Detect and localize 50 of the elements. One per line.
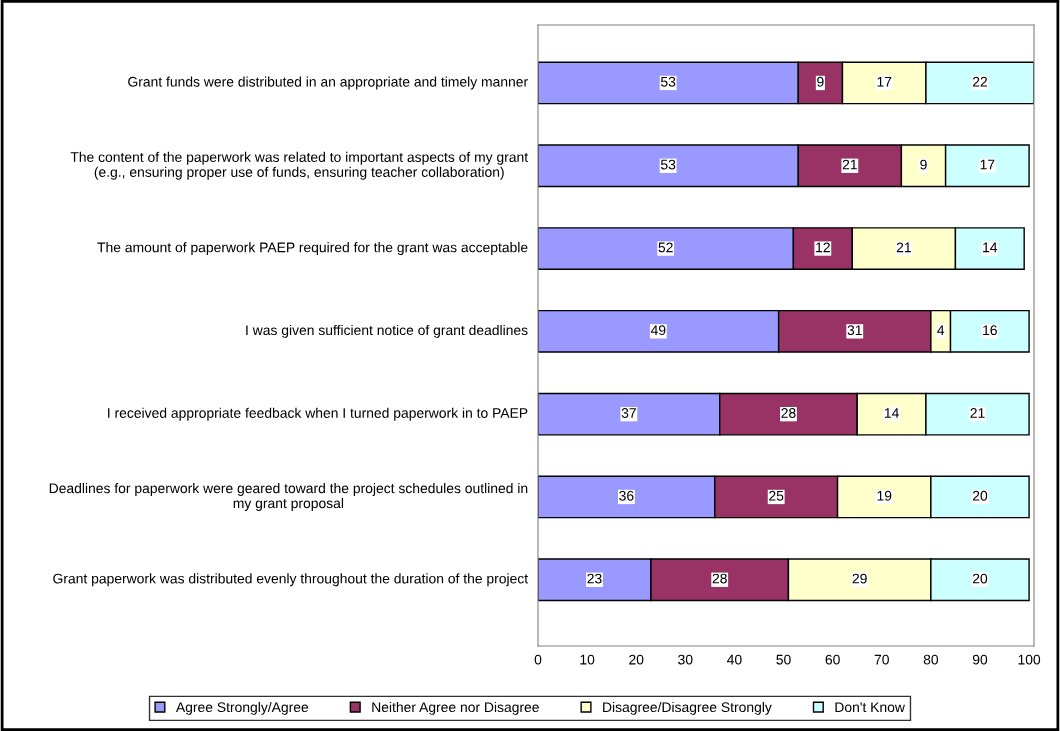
data-label: 9 [817,76,824,87]
y-tick-label: Deadlines for paperwork were geared toward the project schedules outlined in my grant proposal [49,483,528,511]
x-tick-label: 80 [923,654,939,665]
data-label: 25 [769,490,784,501]
x-tick-label: 70 [874,654,889,665]
x-tick-label: 60 [825,654,840,665]
data-label: 49 [650,325,666,336]
data-label: 53 [660,159,676,170]
legend-label: Neither Agree nor Disagree [372,701,539,715]
data-label: 14 [884,408,899,418]
data-label: 37 [621,408,636,418]
x-tick-label: 20 [629,654,644,665]
y-tick-label: I received appropriate feedback when I turned paperwork in to PAEP [108,407,528,421]
data-label: 21 [896,242,911,253]
y-tick-label: The amount of paperwork PAEP required for the grant was acceptable [97,242,528,256]
data-label: 17 [877,77,892,87]
data-label: 23 [587,573,602,584]
x-tick-label: 50 [776,654,791,665]
data-label: 17 [980,159,995,170]
data-label: 19 [877,490,892,501]
legend-label: Don't Know [835,702,905,713]
data-label: 36 [619,490,634,501]
data-label: 14 [983,242,998,253]
x-tick-label: 10 [580,654,595,665]
data-label: 29 [852,573,867,584]
data-label: 9 [920,159,927,170]
data-label: 20 [972,573,988,584]
data-label: 52 [658,242,673,253]
x-tick-label: 0 [534,654,542,665]
x-tick-label: 40 [727,654,742,665]
legend-label: Agree Strongly/Agree [175,701,309,715]
data-label: 22 [972,76,988,87]
x-tick-label: 30 [678,654,693,665]
data-label: 16 [983,325,997,336]
data-label: 21 [842,159,857,170]
y-tick-label: Grant funds were distributed in an appropriate and timely manner [128,76,528,90]
data-label: 21 [970,408,985,418]
legend-label: Disagree/Disagree Strongly [603,701,772,715]
data-label: 12 [816,242,830,253]
data-label: 31 [847,325,862,336]
y-tick-label: The content of the paperwork was related to important aspects of my grant (e.g., ensuring proper use of funds, ensuring teacher collaboration) [70,151,529,180]
data-label: 28 [781,408,796,418]
data-label: 20 [972,490,988,501]
y-tick-label: I was given sufficient notice of grant deadlines [246,324,528,338]
y-tick-label: Grant paperwork was distributed evenly throughout the duration of the project [53,573,529,587]
data-label: 4 [937,325,945,335]
data-label: 53 [660,76,676,87]
x-tick-label: 90 [972,654,988,665]
x-tick-label: 100 [1018,654,1041,665]
data-label: 28 [712,573,727,584]
